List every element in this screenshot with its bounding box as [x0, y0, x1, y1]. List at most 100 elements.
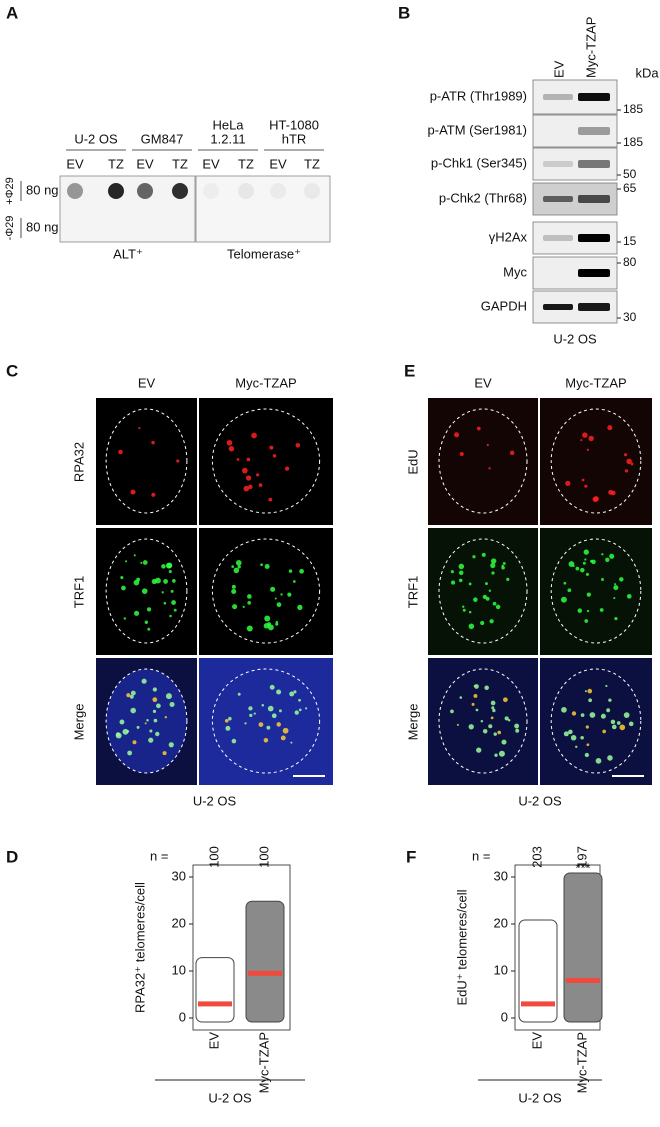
focus — [599, 608, 604, 612]
focus — [241, 467, 248, 474]
focus — [163, 579, 168, 584]
blot-band — [578, 269, 610, 277]
focus — [607, 425, 613, 431]
focus — [164, 716, 167, 719]
lane-label: EV — [136, 156, 154, 171]
panel-label: D — [6, 847, 18, 866]
focus — [155, 577, 161, 584]
focus — [133, 554, 136, 557]
focus — [276, 602, 282, 608]
focus — [146, 719, 149, 722]
blot-dot — [172, 183, 188, 199]
condition-label: +Φ29 — [4, 177, 16, 204]
group-label: U-2 OS — [208, 1090, 252, 1105]
focus — [251, 432, 257, 439]
focus — [591, 559, 596, 565]
focus — [471, 702, 475, 706]
focus — [152, 709, 157, 713]
focus — [256, 473, 260, 477]
focus — [236, 458, 240, 461]
significance: *** — [575, 860, 590, 875]
micrograph — [428, 398, 538, 525]
focus — [161, 591, 164, 594]
focus — [125, 560, 128, 563]
marker-label: 30 — [623, 310, 637, 324]
focus — [258, 722, 264, 727]
micrograph — [540, 658, 652, 785]
row-label: p-Chk1 (Ser345) — [431, 155, 527, 170]
row-label: GAPDH — [481, 298, 527, 313]
focus — [138, 426, 141, 430]
focus — [276, 689, 282, 695]
focus — [133, 579, 140, 586]
focus — [462, 608, 466, 612]
focus — [491, 571, 495, 575]
image-frame — [540, 658, 652, 785]
focus — [258, 483, 263, 487]
blot-strip — [532, 256, 618, 290]
focus — [588, 435, 594, 442]
focus — [148, 737, 154, 743]
focus — [563, 581, 567, 585]
focus — [563, 731, 569, 737]
blot-box — [532, 147, 618, 181]
focus — [623, 712, 630, 718]
focus — [266, 725, 271, 730]
blot-box — [532, 79, 618, 115]
lane-label: TZ — [304, 156, 320, 171]
focus — [488, 467, 491, 470]
focus — [611, 724, 617, 730]
focus — [586, 448, 589, 451]
focus — [294, 710, 299, 715]
focus — [235, 559, 242, 566]
blot-band — [543, 235, 573, 241]
focus — [456, 723, 459, 726]
focus — [473, 597, 478, 602]
focus — [605, 557, 610, 562]
focus — [304, 707, 308, 710]
focus — [494, 753, 498, 757]
focus — [507, 718, 511, 722]
blot-band — [578, 127, 610, 135]
focus — [278, 709, 282, 713]
focus — [585, 572, 590, 576]
x-tick-label: EV — [529, 1032, 544, 1050]
focus — [130, 707, 136, 714]
micrograph — [199, 658, 333, 785]
lane-label: TZ — [172, 156, 188, 171]
blot-band — [578, 160, 610, 168]
focus — [246, 625, 253, 632]
focus — [280, 593, 283, 596]
focus — [287, 592, 292, 597]
focus — [504, 716, 509, 721]
focus — [589, 712, 596, 718]
focus — [610, 490, 616, 496]
focus — [127, 750, 133, 756]
n-label: n = — [150, 848, 168, 863]
blot-membrane — [59, 175, 196, 243]
focus — [626, 458, 632, 465]
focus — [261, 703, 265, 707]
plot-frame — [192, 864, 291, 1031]
focus — [614, 616, 618, 621]
focus — [585, 725, 589, 729]
blot-band — [543, 196, 573, 202]
blot-band — [543, 304, 573, 310]
focus — [490, 562, 496, 569]
focus — [282, 727, 289, 734]
x-tick-label: Myc-TZAP — [574, 1032, 589, 1093]
focus — [121, 585, 126, 591]
y-axis-label: EdU⁺ telomeres/cell — [454, 889, 469, 1005]
focus — [565, 480, 571, 486]
focus — [267, 705, 274, 712]
focus — [472, 555, 476, 559]
focus — [170, 589, 174, 593]
row-label: Merge — [405, 704, 420, 741]
focus — [275, 622, 279, 626]
blot-strip — [532, 182, 618, 216]
dot-cloud — [195, 957, 235, 1023]
lane-label: EV — [269, 156, 287, 171]
focus — [609, 553, 615, 559]
focus — [263, 738, 269, 743]
focus — [155, 731, 160, 737]
